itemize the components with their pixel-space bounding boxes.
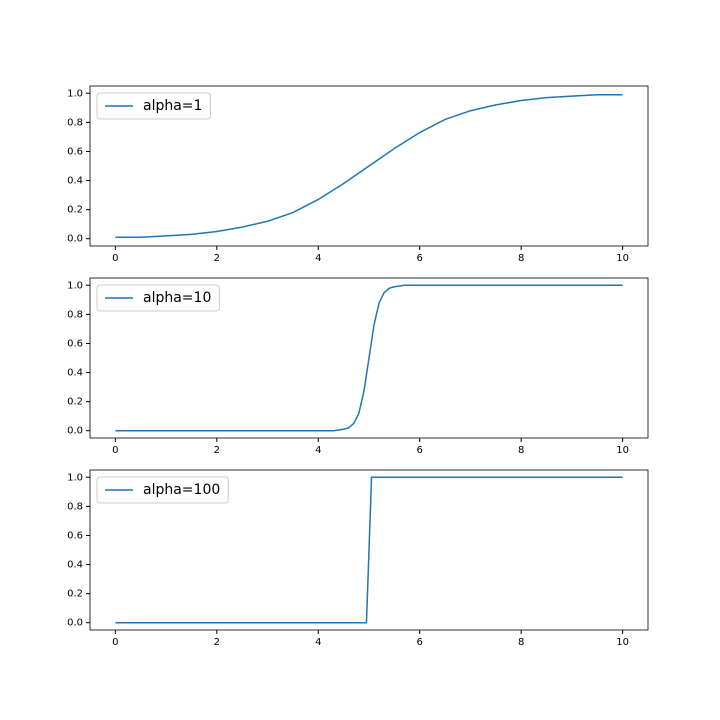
- x-tick-label: 6: [417, 637, 423, 648]
- x-tick-label: 6: [417, 253, 423, 264]
- x-tick-label: 0: [112, 253, 118, 264]
- x-tick-label: 4: [315, 445, 321, 456]
- y-tick-label: 1.0: [67, 472, 83, 483]
- legend-box: [96, 92, 211, 120]
- y-tick-label: 0.4: [67, 560, 83, 571]
- x-tick-label: 10: [616, 445, 629, 456]
- y-tick-label: 0.0: [67, 426, 83, 437]
- x-tick-label: 8: [518, 637, 524, 648]
- y-tick-label: 0.8: [67, 309, 83, 320]
- y-tick-label: 0.2: [67, 589, 83, 600]
- x-tick-label: 8: [518, 445, 524, 456]
- axes-frame: [89, 85, 649, 247]
- y-tick-label: 0.4: [67, 368, 83, 379]
- y-tick-label: 0.8: [67, 117, 83, 128]
- line: [115, 284, 623, 432]
- axes-frame: [89, 277, 649, 439]
- x-tick-label: 0: [112, 445, 118, 456]
- y-tick-label: 0.8: [67, 501, 83, 512]
- x-tick-label: 8: [518, 253, 524, 264]
- y-tick-label: 1.0: [67, 88, 83, 99]
- x-tick-label: 6: [417, 445, 423, 456]
- x-tick-label: 10: [616, 637, 629, 648]
- line: [115, 93, 623, 239]
- x-tick-label: 2: [214, 253, 220, 264]
- x-tick-label: 0: [112, 637, 118, 648]
- y-tick-label: 0.0: [67, 234, 83, 245]
- y-tick-label: 0.4: [67, 176, 83, 187]
- x-tick-label: 10: [616, 253, 629, 264]
- y-tick-label: 0.2: [67, 397, 83, 408]
- y-tick-label: 1.0: [67, 280, 83, 291]
- legend-label: alpha=1: [143, 98, 202, 114]
- legend-label: alpha=10: [143, 290, 211, 306]
- y-tick-label: 0.2: [67, 205, 83, 216]
- x-tick-label: 4: [315, 253, 321, 264]
- x-tick-label: 4: [315, 637, 321, 648]
- axes-frame: [89, 469, 649, 631]
- y-tick-label: 0.0: [67, 618, 83, 629]
- line: [115, 476, 623, 624]
- x-tick-label: 2: [214, 445, 220, 456]
- legend-box: [96, 476, 229, 504]
- y-tick-label: 0.6: [67, 338, 83, 349]
- y-tick-label: 0.6: [67, 530, 83, 541]
- y-tick-label: 0.6: [67, 146, 83, 157]
- legend-box: [96, 284, 220, 312]
- legend-label: alpha=100: [143, 482, 220, 498]
- x-tick-label: 2: [214, 637, 220, 648]
